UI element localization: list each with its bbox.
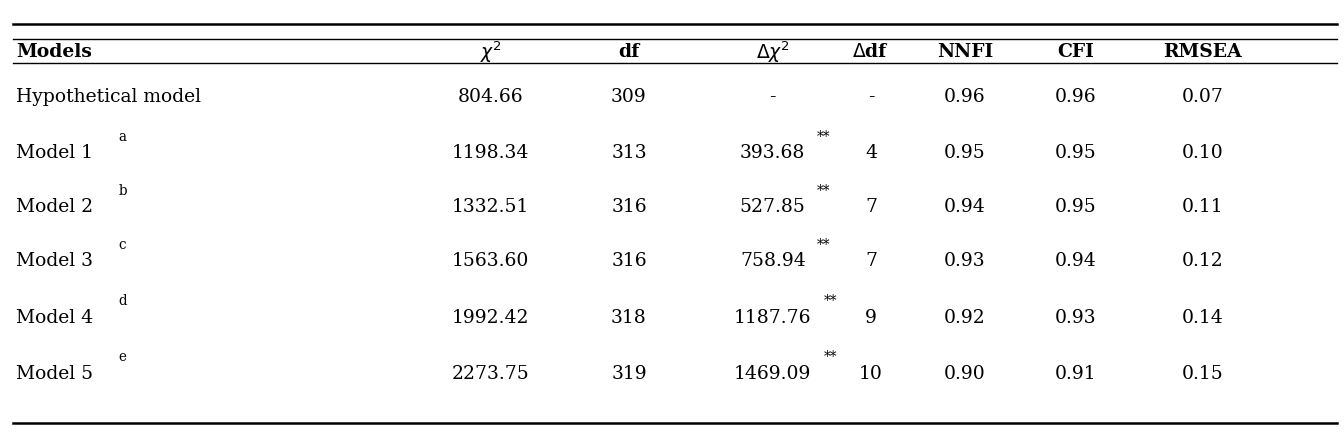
Text: 313: 313 [612,144,646,162]
Text: 316: 316 [612,198,646,216]
Text: 0.15: 0.15 [1181,365,1224,383]
Text: 1332.51: 1332.51 [452,198,530,216]
Text: 0.93: 0.93 [1055,308,1095,327]
Text: 527.85: 527.85 [739,198,806,216]
Text: 7: 7 [866,198,876,216]
Text: 7: 7 [866,252,876,270]
Text: RMSEA: RMSEA [1164,43,1242,61]
Text: 0.90: 0.90 [943,365,986,383]
Text: 0.96: 0.96 [1055,88,1095,106]
Text: 0.95: 0.95 [943,144,986,162]
Text: a: a [118,130,126,144]
Text: 758.94: 758.94 [741,252,805,270]
Text: 1198.34: 1198.34 [452,144,530,162]
Text: Model 4: Model 4 [16,308,93,327]
Text: Models: Models [16,43,91,61]
Text: 0.94: 0.94 [943,198,986,216]
Text: 2273.75: 2273.75 [452,365,530,383]
Text: 0.96: 0.96 [945,88,985,106]
Text: 1992.42: 1992.42 [452,308,530,327]
Text: $\Delta$df: $\Delta$df [852,43,890,61]
Text: 9: 9 [866,308,876,327]
Text: -: - [868,88,874,106]
Text: b: b [118,184,126,198]
Text: Model 1: Model 1 [16,144,93,162]
Text: 393.68: 393.68 [741,144,805,162]
Text: **: ** [817,238,831,252]
Text: 0.94: 0.94 [1054,252,1097,270]
Text: $\Delta\chi^2$: $\Delta\chi^2$ [755,39,790,65]
Text: Model 2: Model 2 [16,198,93,216]
Text: **: ** [824,294,837,308]
Text: 0.14: 0.14 [1181,308,1224,327]
Text: 0.95: 0.95 [1054,144,1097,162]
Text: -: - [770,88,775,106]
Text: Model 3: Model 3 [16,252,93,270]
Text: 804.66: 804.66 [458,88,523,106]
Text: 0.91: 0.91 [1055,365,1095,383]
Text: 0.11: 0.11 [1183,198,1223,216]
Text: d: d [118,294,126,308]
Text: 0.10: 0.10 [1181,144,1224,162]
Text: df: df [618,43,640,61]
Text: **: ** [816,130,829,144]
Text: 10: 10 [859,365,883,383]
Text: 0.93: 0.93 [945,252,985,270]
Text: 0.92: 0.92 [943,308,986,327]
Text: Hypothetical model: Hypothetical model [16,88,202,106]
Text: 0.07: 0.07 [1181,88,1224,106]
Text: c: c [118,238,126,252]
Text: **: ** [824,350,837,364]
Text: 0.95: 0.95 [1054,198,1097,216]
Text: 316: 316 [612,252,646,270]
Text: 1563.60: 1563.60 [452,252,530,270]
Text: 1469.09: 1469.09 [734,365,812,383]
Text: **: ** [817,184,831,198]
Text: 0.12: 0.12 [1181,252,1224,270]
Text: Model 5: Model 5 [16,365,93,383]
Text: 1187.76: 1187.76 [734,308,812,327]
Text: 309: 309 [612,88,646,106]
Text: 319: 319 [612,365,646,383]
Text: e: e [118,350,126,364]
Text: $\chi^2$: $\chi^2$ [480,39,501,65]
Text: 4: 4 [866,144,876,162]
Text: 318: 318 [612,308,646,327]
Text: NNFI: NNFI [937,43,993,61]
Text: CFI: CFI [1056,43,1094,61]
